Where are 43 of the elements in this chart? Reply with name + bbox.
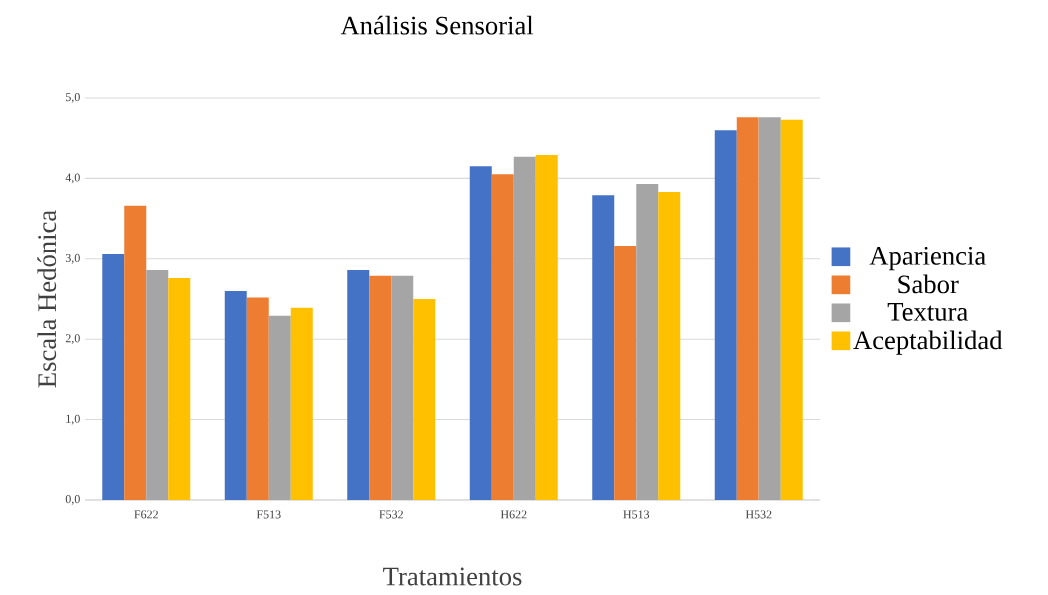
bar xyxy=(614,245,637,500)
bar xyxy=(347,270,370,500)
bar xyxy=(491,174,514,500)
x-tick-label: H532 xyxy=(745,510,772,519)
bar xyxy=(658,192,681,500)
bar xyxy=(513,156,536,500)
bar xyxy=(758,117,781,500)
bar xyxy=(469,166,492,500)
legend-label: Apariencia xyxy=(869,246,986,271)
y-tick-label: 3,0 xyxy=(65,253,80,264)
bar xyxy=(102,253,125,500)
bar xyxy=(369,275,392,500)
bar xyxy=(535,155,558,500)
x-tick-label: F532 xyxy=(379,510,403,519)
bar xyxy=(224,290,247,500)
x-tick-label: F513 xyxy=(256,510,281,519)
x-axis-title: Tratamientos xyxy=(383,567,522,586)
bar xyxy=(413,298,436,500)
bar xyxy=(146,270,169,500)
legend-label: Sabor xyxy=(898,274,959,294)
legend-label: Textura xyxy=(887,303,968,321)
x-tick-label: H622 xyxy=(500,510,527,519)
x-tick-label: H513 xyxy=(623,510,650,519)
x-tick-label: F622 xyxy=(134,510,158,519)
bar xyxy=(636,184,659,500)
bar xyxy=(780,119,803,500)
bar xyxy=(391,275,414,500)
chart-title: Análisis Sensorial xyxy=(340,15,534,35)
bar xyxy=(736,117,759,500)
bar xyxy=(246,297,269,500)
bar xyxy=(168,278,191,500)
y-tick-label: 2,0 xyxy=(65,334,80,345)
y-tick-label: 5,0 xyxy=(65,93,80,103)
bar xyxy=(592,195,615,500)
y-axis-title: Escala Hedónica xyxy=(37,210,57,388)
y-tick-label: 4,0 xyxy=(65,173,80,184)
bar xyxy=(268,315,291,500)
bar xyxy=(714,130,737,500)
bar xyxy=(290,307,313,500)
bar xyxy=(124,205,147,500)
y-tick-label: 1,0 xyxy=(66,414,80,425)
y-tick-label: 0,0 xyxy=(65,495,80,505)
legend-label: Aceptabilidad xyxy=(853,330,1003,355)
